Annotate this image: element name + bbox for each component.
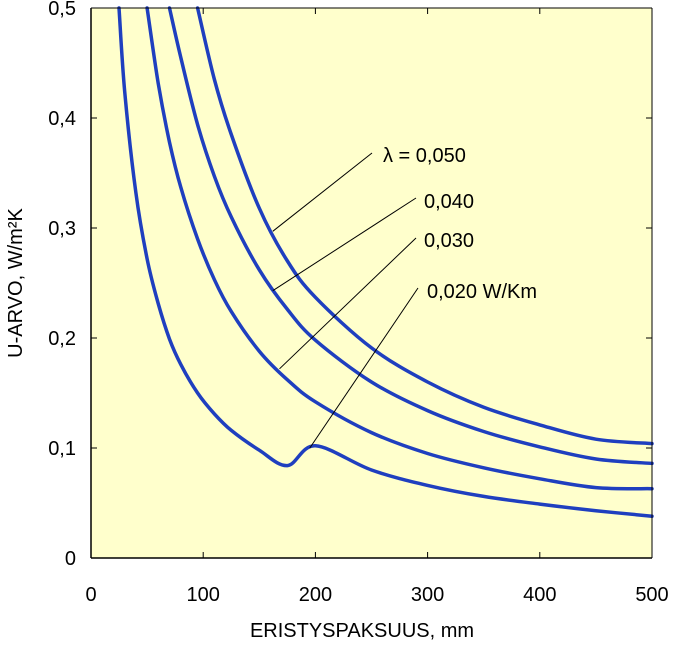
y-tick-label: 0,4 xyxy=(48,108,76,130)
y-axis-title: U-ARVO, W/m²K xyxy=(5,208,27,358)
leader-line xyxy=(272,197,417,292)
leader-line xyxy=(279,237,417,370)
label-lambda-040: 0,040 xyxy=(424,191,474,213)
y-tick-label: 0 xyxy=(65,548,76,570)
label-lambda-030: 0,030 xyxy=(424,230,474,252)
y-tick-label: 0,3 xyxy=(48,218,76,240)
y-tick-label: 0,2 xyxy=(48,328,76,350)
x-tick-label: 400 xyxy=(523,584,556,606)
y-tick-label: 0,5 xyxy=(48,0,76,20)
series-line-1 xyxy=(167,6,654,466)
series-line-2 xyxy=(145,6,654,491)
x-tick-label: 0 xyxy=(85,584,96,606)
x-tick-label: 300 xyxy=(411,584,444,606)
leader-line xyxy=(272,152,373,232)
plot-area xyxy=(91,8,652,558)
x-axis-title: ERISTYSPAKSUUS, mm xyxy=(250,620,474,642)
x-tick-label: 500 xyxy=(635,584,668,606)
series-line-0 xyxy=(195,6,654,446)
leader-line xyxy=(309,287,419,449)
y-tick-label: 0,1 xyxy=(48,438,76,460)
label-lambda-020: 0,020 W/Km xyxy=(427,281,537,303)
series-line-3 xyxy=(117,6,654,518)
x-tick-label: 100 xyxy=(187,584,220,606)
label-lambda-050: λ = 0,050 xyxy=(383,145,466,167)
x-tick-label: 200 xyxy=(299,584,332,606)
